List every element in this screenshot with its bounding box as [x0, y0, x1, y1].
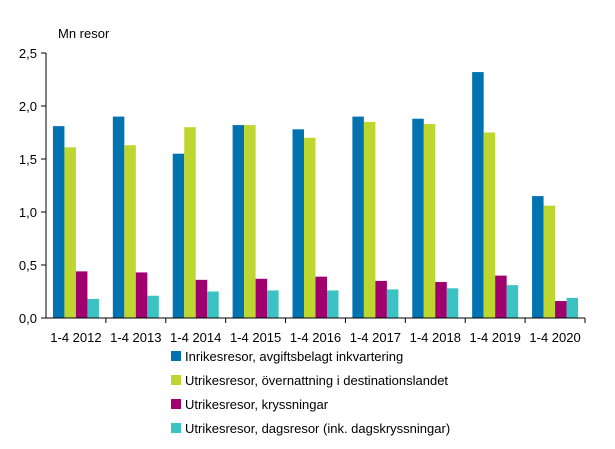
bar — [255, 278, 268, 318]
bar — [304, 137, 316, 318]
bar — [386, 289, 399, 318]
y-tick-label: 2,5 — [19, 46, 37, 61]
y-axis-label: Mn resor — [58, 26, 110, 41]
bar — [375, 280, 387, 318]
legend-swatch — [171, 399, 181, 409]
legend-swatch — [171, 375, 181, 385]
bar — [292, 129, 304, 318]
bar — [267, 290, 279, 318]
bar — [566, 297, 579, 318]
bar — [184, 127, 196, 318]
x-tick-label: 1-4 2017 — [350, 330, 401, 345]
y-tick-label: 2,0 — [19, 99, 37, 114]
bar — [435, 281, 447, 318]
bar — [52, 126, 65, 318]
bar — [232, 125, 245, 318]
bar — [555, 301, 567, 318]
x-axis: 1-4 2012 1-4 2013 1-4 2014 1-4 2015 1-4 2016… — [46, 317, 586, 345]
bar — [363, 121, 376, 319]
x-tick-label: 1-4 2014 — [170, 330, 221, 345]
bar — [75, 271, 88, 318]
bar — [495, 275, 507, 318]
legend: Inrikesresor, avgiftsbelagt inkvartering… — [171, 349, 450, 436]
bar — [244, 125, 256, 318]
y-tick-label: 1,0 — [19, 205, 37, 220]
bar — [112, 116, 125, 318]
bar — [135, 272, 148, 318]
bar — [147, 295, 159, 318]
bar — [543, 205, 556, 318]
bars — [52, 72, 579, 319]
bar — [172, 153, 185, 318]
x-tick-label: 1-4 2020 — [529, 330, 580, 345]
y-tick-label: 0,0 — [19, 311, 37, 326]
bar — [532, 196, 544, 318]
bar — [87, 298, 99, 318]
legend-swatch — [171, 423, 181, 433]
y-axis: 0,0 0,5 1,0 1,5 2,0 2,5 — [19, 46, 47, 326]
bar — [207, 291, 219, 318]
bar — [483, 132, 496, 318]
legend-label: Utrikesresor, övernattning i destination… — [185, 373, 448, 388]
y-tick-label: 1,5 — [19, 152, 37, 167]
legend-label: Inrikesresor, avgiftsbelagt inkvartering — [185, 349, 403, 364]
bar — [64, 147, 76, 318]
x-tick-label: 1-4 2016 — [290, 330, 341, 345]
x-tick-label: 1-4 2018 — [410, 330, 461, 345]
x-tick-label: 1-4 2019 — [470, 330, 521, 345]
legend-swatch — [171, 351, 181, 361]
x-tick-label: 1-4 2013 — [110, 330, 161, 345]
legend-label: Utrikesresor, dagsresor (ink. dagskryssn… — [185, 421, 450, 436]
bar — [352, 116, 364, 318]
bar — [506, 285, 519, 318]
bar — [195, 279, 208, 318]
x-tick-label: 1-4 2012 — [50, 330, 101, 345]
bar — [315, 276, 327, 318]
x-tick-label: 1-4 2015 — [230, 330, 281, 345]
legend-label: Utrikesresor, kryssningar — [185, 397, 329, 412]
y-tick-label: 0,5 — [19, 258, 37, 273]
bar — [472, 72, 484, 318]
bar — [124, 145, 136, 318]
bar — [446, 288, 459, 318]
bar — [423, 124, 436, 319]
bar — [412, 118, 424, 318]
bar — [327, 290, 339, 318]
